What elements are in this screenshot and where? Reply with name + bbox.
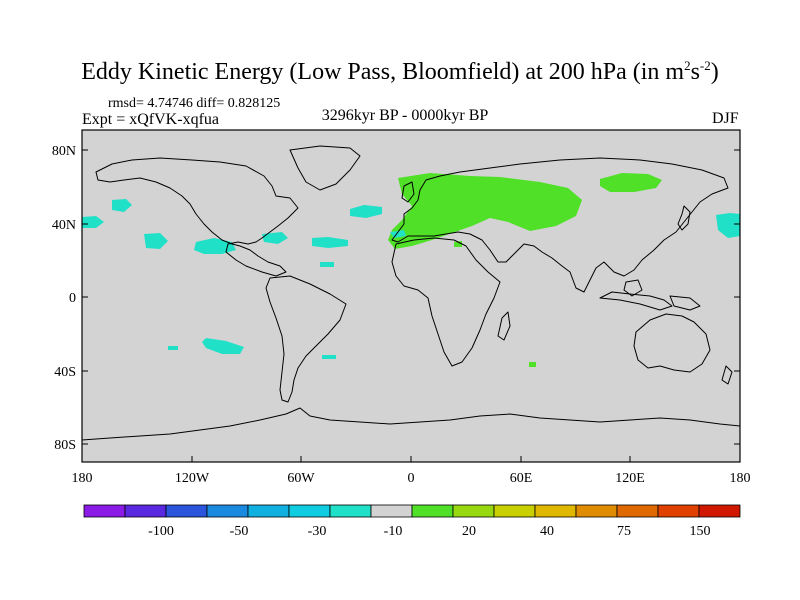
colorbar-swatch-7 <box>370 504 413 518</box>
south-america-coastline <box>265 275 347 403</box>
chart-title: Eddy Kinetic Energy (Low Pass, Bloomfiel… <box>0 58 800 86</box>
negative-anomaly-south-atlantic <box>322 355 336 359</box>
lon-label-60e: 60E <box>510 471 533 486</box>
colorbar-swatch-8 <box>411 504 454 518</box>
positive-anomaly-europe-asia <box>388 173 582 249</box>
colorbar-labels: -100 -50 -30 -10 20 40 75 150 <box>148 524 710 539</box>
japan-coastline <box>677 205 691 231</box>
negative-anomaly-north-pacific-east <box>144 233 168 249</box>
new-zealand-coastline <box>721 365 733 385</box>
colorbar-label-minus-30: -30 <box>308 524 327 539</box>
colorbar-swatch-6 <box>329 504 372 518</box>
colorbar-swatch-10 <box>493 504 536 518</box>
colorbar-swatch-0 <box>83 504 126 518</box>
negative-anomaly-south-pacific-small <box>168 346 178 350</box>
positive-anomaly-south-atlantic <box>529 362 536 367</box>
colorbar-swatch-14 <box>657 504 700 518</box>
negative-anomaly-south-pacific <box>202 338 244 354</box>
colorbar-swatch-11 <box>534 504 577 518</box>
negative-anomaly-north-atlantic-1 <box>312 237 348 248</box>
lat-label-80n: 80N <box>52 144 76 159</box>
colorbar-label-minus-10: -10 <box>384 524 403 539</box>
negative-anomaly-eastern-pacific <box>194 238 236 254</box>
colorbar-swatch-13 <box>616 504 659 518</box>
colorbar-swatch-4 <box>247 504 290 518</box>
australia-coastline <box>633 313 711 373</box>
colorbar <box>83 504 741 518</box>
experiment-label: Expt = xQfVK-xqfua <box>82 111 219 128</box>
colorbar-label-75: 75 <box>617 524 631 539</box>
title-main: Eddy Kinetic Energy (Low Pass, Bloomfiel… <box>81 59 685 85</box>
colorbar-swatch-9 <box>452 504 495 518</box>
title-close: ) <box>710 59 719 85</box>
africa-coastline <box>391 237 501 367</box>
colorbar-label-150: 150 <box>690 524 711 539</box>
colorbar-swatch-15 <box>698 504 741 518</box>
lat-label-80s: 80S <box>54 438 76 453</box>
lon-label-180w: 180 <box>72 471 93 486</box>
colorbar-swatch-3 <box>206 504 249 518</box>
north-america-coastline <box>95 157 299 277</box>
indonesia-coastline <box>599 291 673 311</box>
colorbar-label-40: 40 <box>540 524 554 539</box>
colorbar-label-minus-100: -100 <box>148 524 174 539</box>
lon-label-120e: 120E <box>615 471 645 486</box>
eurasia-coastline <box>391 157 729 293</box>
colorbar-swatch-1 <box>124 504 167 518</box>
rmsd-diff-stats: rmsd= 4.74746 diff= 0.828125 <box>108 96 281 111</box>
lon-label-60w: 60W <box>287 471 315 486</box>
greenland-coastline <box>289 145 361 191</box>
anomaly-patches <box>82 173 740 367</box>
time-period-label: 3296kyr BP - 0000kyr BP <box>321 107 489 124</box>
colorbar-label-minus-50: -50 <box>230 524 249 539</box>
lon-label-180e: 180 <box>730 471 751 486</box>
longitude-labels: 180 120W 60W 0 60E 120E 180 <box>72 471 751 486</box>
negative-anomaly-subtropical-atlantic <box>390 230 406 238</box>
madagascar-coastline <box>497 311 511 341</box>
axis-ticks <box>81 149 741 462</box>
negative-anomaly-mid-atlantic <box>320 262 334 267</box>
colorbar-swatch-2 <box>165 504 208 518</box>
positive-anomaly-siberia <box>600 173 662 192</box>
negative-anomaly-north-pacific-west <box>112 199 132 212</box>
colorbar-swatch-5 <box>288 504 331 518</box>
lat-label-40n: 40N <box>52 218 76 233</box>
latitude-labels: 80N 40N 0 40S 80S <box>52 144 76 453</box>
coastlines <box>82 145 740 441</box>
borneo-coastline <box>623 279 643 297</box>
title-mid: s <box>690 59 700 85</box>
antarctica-coastline <box>82 407 740 441</box>
colorbar-label-20: 20 <box>462 524 476 539</box>
negative-anomaly-east-pacific-edge <box>716 213 740 238</box>
colorbar-swatch-12 <box>575 504 618 518</box>
season-label: DJF <box>712 110 739 127</box>
lat-label-0: 0 <box>69 291 76 306</box>
title-sup-1: 2 <box>684 58 691 73</box>
lon-label-120w: 120W <box>175 471 210 486</box>
negative-anomaly-north-atlantic-2 <box>350 205 382 218</box>
british-isles-coastline <box>401 181 415 203</box>
negative-anomaly-gulf-of-mexico <box>262 232 288 244</box>
lon-label-0: 0 <box>408 471 415 486</box>
lat-label-40s: 40S <box>54 365 76 380</box>
new-guinea-coastline <box>669 295 701 311</box>
negative-anomaly-west-pacific-edge <box>82 216 104 228</box>
title-sup-2: -2 <box>699 58 711 73</box>
